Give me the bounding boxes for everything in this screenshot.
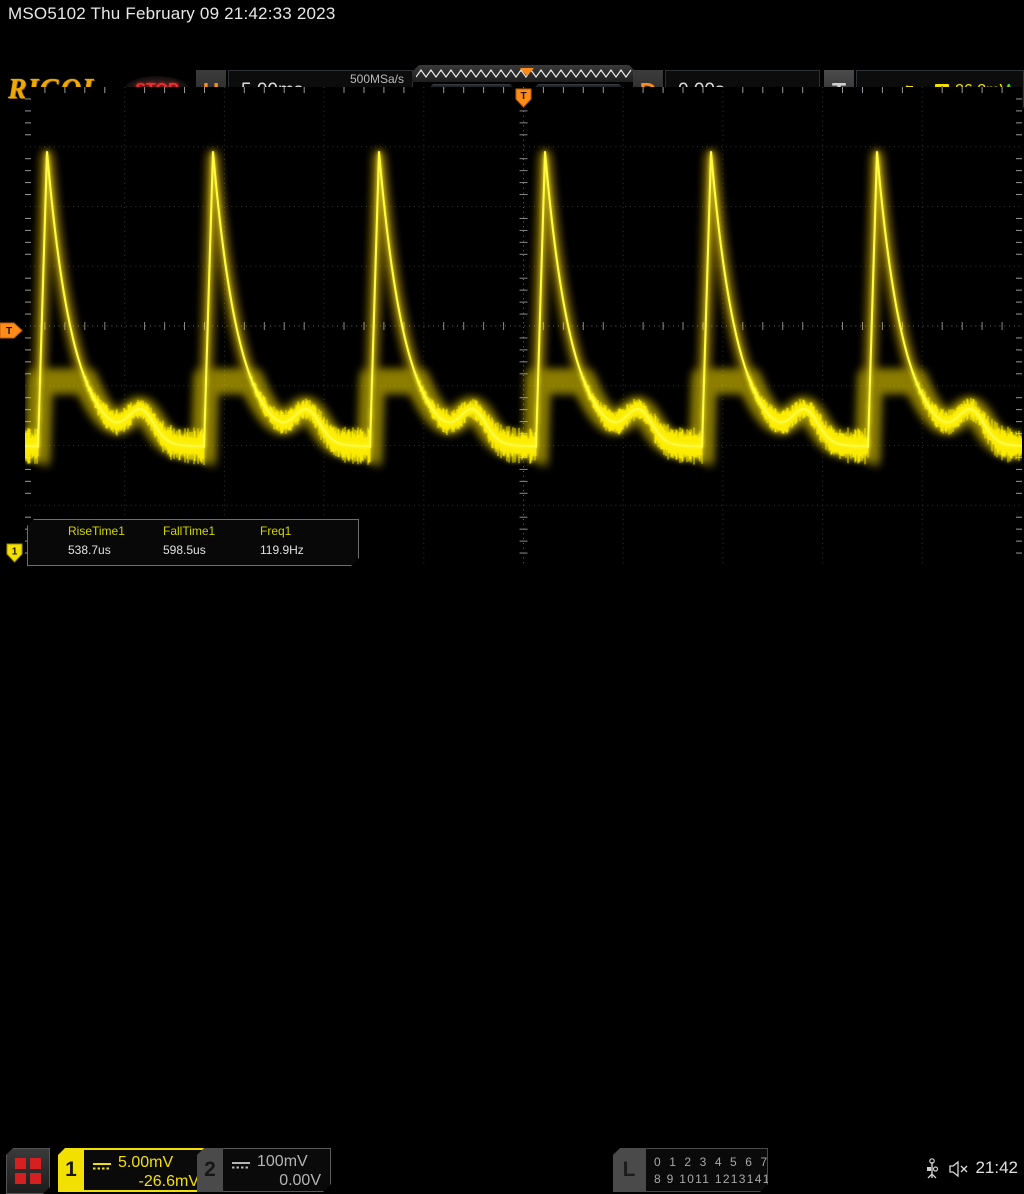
sample-rate-value: 500MSa/s (349, 72, 404, 86)
channel-2-readout: 100mV 0.00V (223, 1148, 331, 1192)
measurement-item[interactable]: RiseTime1 538.7us (68, 524, 125, 557)
channel-1-readout: 5.00mV -26.6mV (84, 1148, 210, 1192)
channel-2-button[interactable]: 2 100mV 0.00V (197, 1148, 331, 1192)
waveform-overview-bar[interactable] (412, 65, 636, 82)
channel-2-offset: 0.00V (279, 1172, 321, 1189)
channel-1-scale: 5.00mV (118, 1154, 174, 1171)
logic-row-upper: 0 1 2 3 4 5 6 7 (654, 1155, 770, 1169)
title-bar: MSO5102 Thu February 09 21:42:33 2023 (0, 0, 1024, 32)
top-toolbar: RIGOL STOP H 5.00ms 500MSa/s 25Mpts Meas… (0, 32, 1024, 85)
measurement-item[interactable]: Freq1 119.9Hz (260, 524, 304, 557)
channel-2-tag: 2 (197, 1148, 223, 1192)
waveform-display-area[interactable] (25, 87, 1022, 565)
svg-text:1: 1 (12, 547, 18, 558)
channel1-ground-marker-icon[interactable]: 1 (6, 543, 23, 563)
measurement-name: Freq1 (260, 524, 292, 538)
measurement-value: 598.5us (163, 543, 206, 557)
overview-position-marker-icon[interactable] (520, 68, 534, 76)
channel-1-tag: 1 (58, 1148, 84, 1192)
app-grid-cell (15, 1158, 26, 1169)
usb-icon[interactable] (924, 1158, 940, 1180)
app-grid-cell (30, 1158, 41, 1169)
dc-coupling-icon (231, 1159, 251, 1171)
channel-2-scale: 100mV (257, 1153, 308, 1170)
measurement-name: FallTime1 (163, 524, 216, 538)
channel1-trace (25, 150, 1022, 466)
logic-tag: L (613, 1148, 645, 1192)
measurement-value: 119.9Hz (260, 543, 304, 557)
app-grid-cell (30, 1173, 41, 1184)
logic-channels-button[interactable]: L 0 1 2 3 4 5 6 7 8 9 1011 12131415 (613, 1148, 768, 1192)
measurement-value: 538.7us (68, 543, 111, 557)
logic-channel-list: 0 1 2 3 4 5 6 7 8 9 1011 12131415 (645, 1148, 768, 1192)
app-grid-button[interactable] (6, 1148, 50, 1194)
graticule-center-ticks (44, 98, 1003, 554)
dc-coupling-icon (92, 1160, 112, 1172)
title-text: MSO5102 Thu February 09 21:42:33 2023 (8, 4, 336, 23)
svg-text:T: T (6, 326, 12, 337)
trigger-level-marker-icon[interactable]: T (0, 322, 23, 339)
logic-row-lower: 8 9 1011 12131415 (654, 1172, 779, 1186)
trigger-position-marker-icon[interactable]: T (515, 88, 532, 108)
measurement-panel[interactable]: RiseTime1 538.7us FallTime1 598.5us Freq… (27, 519, 359, 566)
graticule-edge-ticks (25, 87, 1022, 554)
bottom-status-bar: 1 5.00mV -26.6mV 2 100mV 0.00V (0, 570, 1024, 630)
measurement-name: RiseTime1 (68, 524, 125, 538)
graticule-and-waveform (25, 87, 1022, 565)
clock-label: 21:42 (975, 1158, 1018, 1177)
graticule-center-axes (25, 87, 1022, 565)
channel-1-button[interactable]: 1 5.00mV -26.6mV (58, 1148, 210, 1192)
oscilloscope-screen: MSO5102 Thu February 09 21:42:33 2023 RI… (0, 0, 1024, 630)
channel-1-offset: -26.6mV (138, 1173, 199, 1190)
svg-text:T: T (520, 91, 526, 102)
mute-icon[interactable] (948, 1159, 970, 1179)
app-grid-cell (15, 1173, 26, 1184)
measurement-item[interactable]: FallTime1 598.5us (163, 524, 215, 557)
